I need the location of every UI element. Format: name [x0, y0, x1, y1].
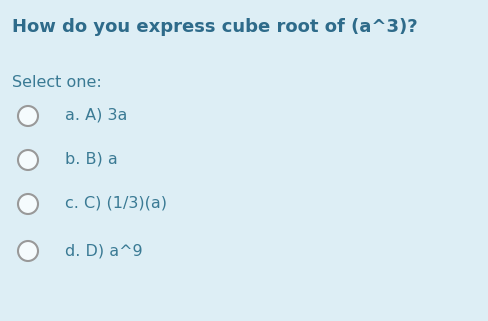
- Ellipse shape: [18, 241, 38, 261]
- Ellipse shape: [18, 106, 38, 126]
- Ellipse shape: [18, 194, 38, 214]
- Text: a. A) 3a: a. A) 3a: [65, 108, 127, 123]
- Text: Select one:: Select one:: [12, 75, 102, 90]
- Ellipse shape: [18, 150, 38, 170]
- Text: How do you express cube root of (a^3)?: How do you express cube root of (a^3)?: [12, 18, 417, 36]
- Text: d. D) a^9: d. D) a^9: [65, 243, 142, 258]
- Text: c. C) (1/3)(a): c. C) (1/3)(a): [65, 196, 167, 211]
- Text: b. B) a: b. B) a: [65, 152, 118, 167]
